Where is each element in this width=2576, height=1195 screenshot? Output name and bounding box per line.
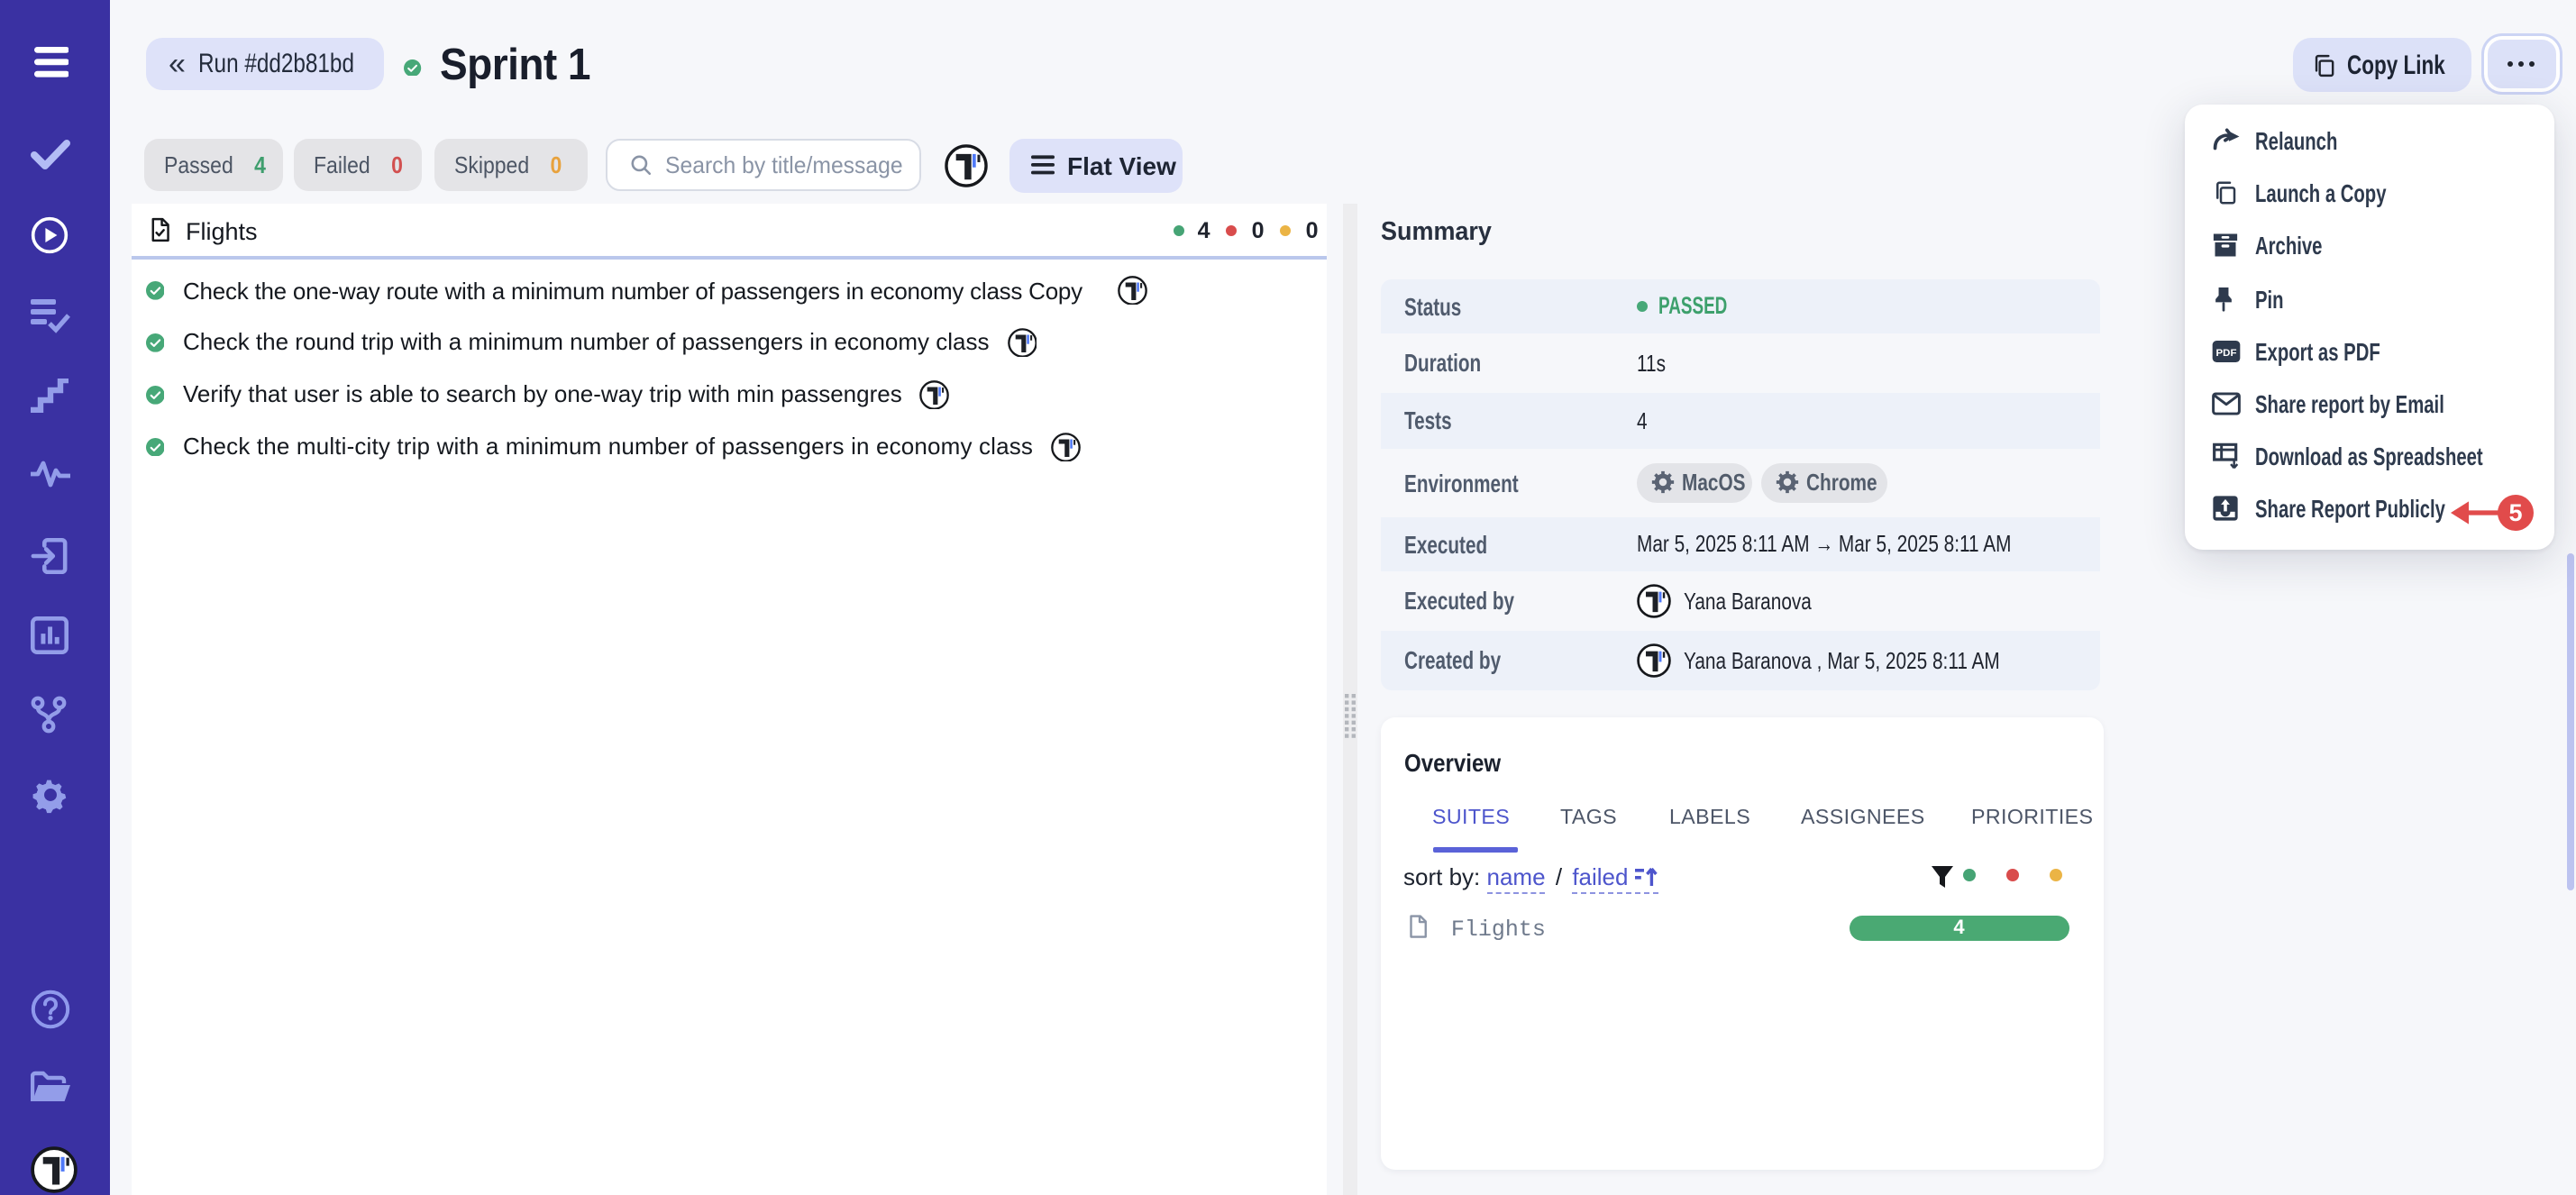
svg-text:5: 5 [2508, 499, 2522, 526]
svg-text:PDF: PDF [2215, 348, 2236, 359]
